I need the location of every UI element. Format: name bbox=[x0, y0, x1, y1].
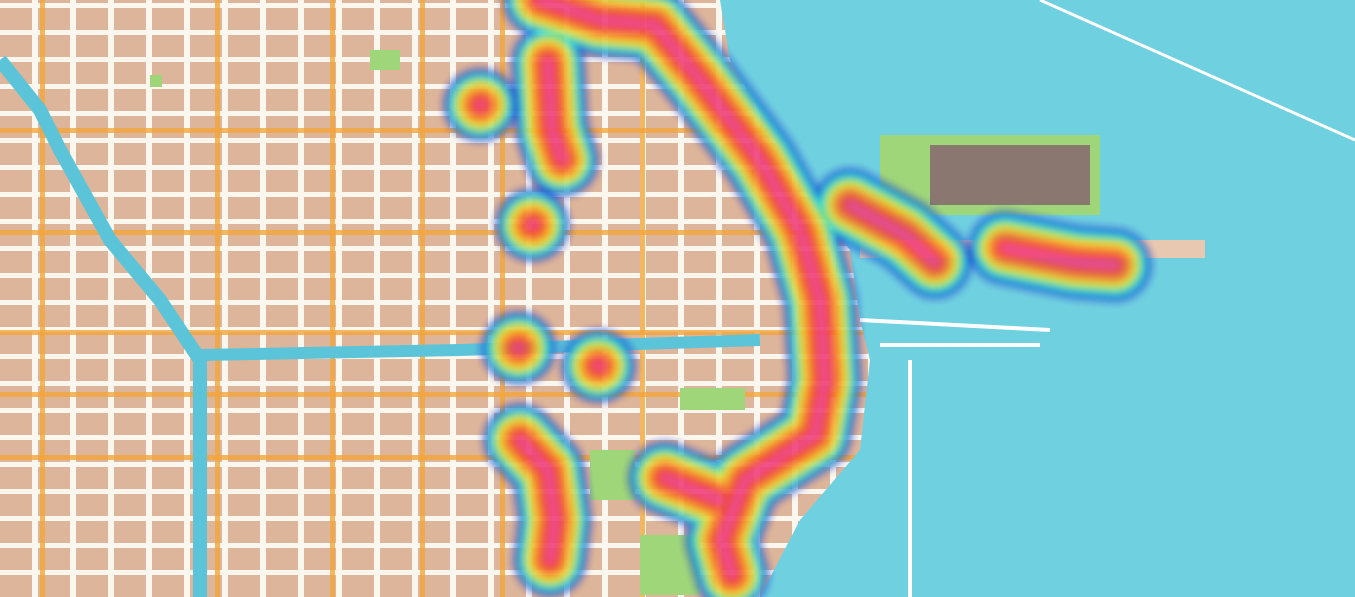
park bbox=[590, 450, 635, 500]
park bbox=[680, 388, 745, 410]
breakwater bbox=[1039, 0, 1355, 142]
heatmap-band bbox=[516, 436, 559, 564]
major-road bbox=[215, 0, 220, 597]
river bbox=[199, 334, 761, 361]
major-road bbox=[0, 128, 1355, 133]
heatmap-band bbox=[1001, 244, 1119, 269]
major-road bbox=[500, 0, 505, 597]
major-road bbox=[330, 0, 335, 597]
heatmap-group bbox=[444, 0, 1151, 597]
river bbox=[0, 55, 207, 597]
park bbox=[370, 50, 400, 70]
major-road bbox=[0, 230, 1355, 235]
major-road bbox=[640, 0, 645, 597]
heatmap-band bbox=[846, 201, 939, 266]
major-road bbox=[0, 392, 1355, 397]
heatmap-band bbox=[544, 58, 566, 164]
major-road bbox=[40, 0, 45, 597]
major-road bbox=[0, 330, 1355, 335]
heatmap-band bbox=[661, 474, 724, 504]
navy-pier-building bbox=[930, 145, 1090, 205]
piers bbox=[859, 318, 1051, 597]
park bbox=[150, 75, 162, 87]
heatmap-band bbox=[536, 0, 829, 579]
lake-water bbox=[720, 0, 1355, 597]
major-road bbox=[420, 0, 425, 597]
